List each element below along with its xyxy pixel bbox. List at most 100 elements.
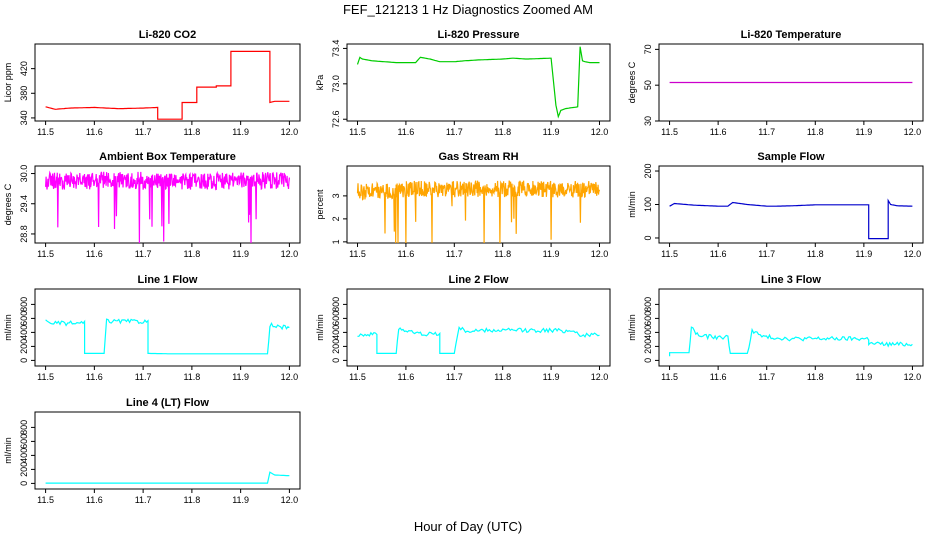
panel-title: Gas Stream RH [438, 151, 518, 163]
panels: Li-820 CO2 Licor ppm 11.5 11.6 11.7 11.8 11.9 1… [3, 29, 924, 505]
y-tick-label: 0 [643, 235, 653, 240]
y-axis-label: degrees C [627, 61, 637, 103]
x-tick-label: 11.7 [135, 127, 152, 137]
y-tick-label: 800 [643, 297, 653, 312]
plot-frame [346, 43, 611, 122]
y-tick-label: 400 [643, 325, 653, 340]
y-tick-label: 340 [19, 110, 29, 125]
x-tick-label: 11.7 [446, 127, 463, 137]
x-tick-label: 11.5 [349, 372, 366, 382]
x-tick-label: 11.6 [710, 127, 727, 137]
x-tick-label: 11.9 [543, 249, 560, 259]
x-tick-label: 11.9 [232, 249, 249, 259]
y-tick-label: 0 [331, 358, 341, 363]
x-tick-label: 12.0 [904, 249, 922, 259]
y-tick-label: 70 [643, 44, 653, 54]
x-tick-label: 11.8 [183, 249, 200, 259]
plot-frame [658, 43, 924, 122]
panel-10: Line 4 (LT) Flow ml/min 11.5 11.6 11.7 11.8 11… [3, 397, 301, 505]
y-tick-label: 30 [643, 116, 653, 126]
panel-title: Line 2 Flow [449, 274, 509, 286]
y-tick-label: 380 [19, 86, 29, 101]
x-tick-label: 11.6 [397, 372, 414, 382]
x-tick-label: 11.9 [232, 127, 249, 137]
y-tick-label: 73.0 [331, 75, 341, 93]
y-tick-label: 800 [19, 420, 29, 435]
x-tick-label: 11.6 [710, 249, 727, 259]
plot-frame [658, 288, 924, 367]
panel-title: Li-820 Pressure [438, 29, 520, 41]
x-tick-label: 11.7 [758, 372, 775, 382]
y-axis-label: percent [315, 189, 325, 220]
y-axis-label: ml/min [3, 314, 13, 341]
y-axis-label: ml/min [627, 191, 637, 218]
panel-title: Li-820 CO2 [139, 29, 196, 41]
x-tick-label: 11.9 [232, 495, 249, 505]
series-line [45, 50, 290, 120]
x-tick-label: 11.5 [661, 127, 678, 137]
x-tick-label: 12.0 [904, 127, 922, 137]
x-tick-label: 11.7 [758, 127, 775, 137]
figure-title: FEF_121213 1 Hz Diagnostics Zoomed AM [343, 2, 593, 17]
panel-title: Line 3 Flow [761, 274, 821, 286]
plot-frame [34, 165, 301, 244]
y-tick-label: 0 [19, 358, 29, 363]
panel-title: Sample Flow [757, 151, 825, 163]
series-line [45, 318, 290, 355]
series-line [45, 471, 290, 484]
x-tick-label: 11.6 [86, 372, 103, 382]
plot-frame [34, 288, 301, 367]
panel-8: Line 2 Flow ml/min 11.5 11.6 11.7 11.8 11.9 12.… [315, 274, 611, 382]
x-tick-label: 11.6 [86, 249, 103, 259]
y-tick-label: 400 [331, 325, 341, 340]
y-tick-label: 800 [19, 297, 29, 312]
x-tick-label: 11.8 [183, 127, 200, 137]
plot-frame [346, 288, 611, 367]
panel-title: Line 4 (LT) Flow [126, 397, 209, 409]
series-line [356, 180, 601, 244]
panel-title: Line 1 Flow [138, 274, 198, 286]
x-tick-label: 11.8 [494, 127, 511, 137]
x-tick-label: 11.5 [349, 249, 366, 259]
panel-3: Li-820 Temperature degrees C 11.5 11.6 11.7 1… [627, 29, 924, 137]
y-tick-label: 1 [331, 239, 341, 244]
panel-7: Line 1 Flow ml/min 11.5 11.6 11.7 11.8 11.9 12.… [3, 274, 301, 382]
y-tick-label: 30.0 [19, 165, 29, 183]
y-tick-label: 600 [19, 434, 29, 449]
x-tick-label: 12.0 [281, 127, 299, 137]
x-tick-label: 11.5 [661, 372, 678, 382]
y-tick-label: 3 [331, 193, 341, 198]
x-tick-label: 11.5 [37, 249, 54, 259]
panel-1: Li-820 CO2 Licor ppm 11.5 11.6 11.7 11.8 11.9 1… [3, 29, 301, 137]
panel-9: Line 3 Flow ml/min 11.5 11.6 11.7 11.8 11.9 12.… [627, 274, 924, 382]
y-tick-label: 50 [643, 80, 653, 90]
plot-frame [34, 43, 301, 122]
y-axis-label: ml/min [315, 314, 325, 341]
y-tick-label: 200 [19, 339, 29, 354]
y-tick-label: 400 [19, 325, 29, 340]
x-tick-label: 11.7 [446, 249, 463, 259]
series-line [357, 325, 600, 354]
x-tick-label: 11.7 [758, 249, 775, 259]
x-tick-label: 11.6 [86, 495, 103, 505]
x-tick-label: 12.0 [281, 372, 299, 382]
x-tick-label: 12.0 [904, 372, 922, 382]
y-axis-label: kPa [315, 75, 325, 91]
x-tick-label: 11.8 [807, 372, 824, 382]
y-tick-label: 200 [643, 339, 653, 354]
x-tick-label: 11.7 [135, 372, 152, 382]
x-tick-label: 11.9 [855, 127, 872, 137]
series-line [45, 170, 290, 244]
plot-frame [34, 411, 301, 490]
x-tick-label: 11.8 [494, 372, 511, 382]
x-tick-label: 11.8 [183, 495, 200, 505]
x-tick-label: 11.5 [37, 127, 54, 137]
x-tick-label: 11.5 [37, 495, 54, 505]
y-tick-label: 800 [331, 297, 341, 312]
panel-title: Li-820 Temperature [741, 29, 842, 41]
y-axis-label: degrees C [3, 183, 13, 225]
x-tick-label: 12.0 [281, 495, 299, 505]
y-tick-label: 200 [643, 164, 653, 179]
y-tick-label: 200 [331, 339, 341, 354]
x-tick-label: 11.7 [446, 372, 463, 382]
